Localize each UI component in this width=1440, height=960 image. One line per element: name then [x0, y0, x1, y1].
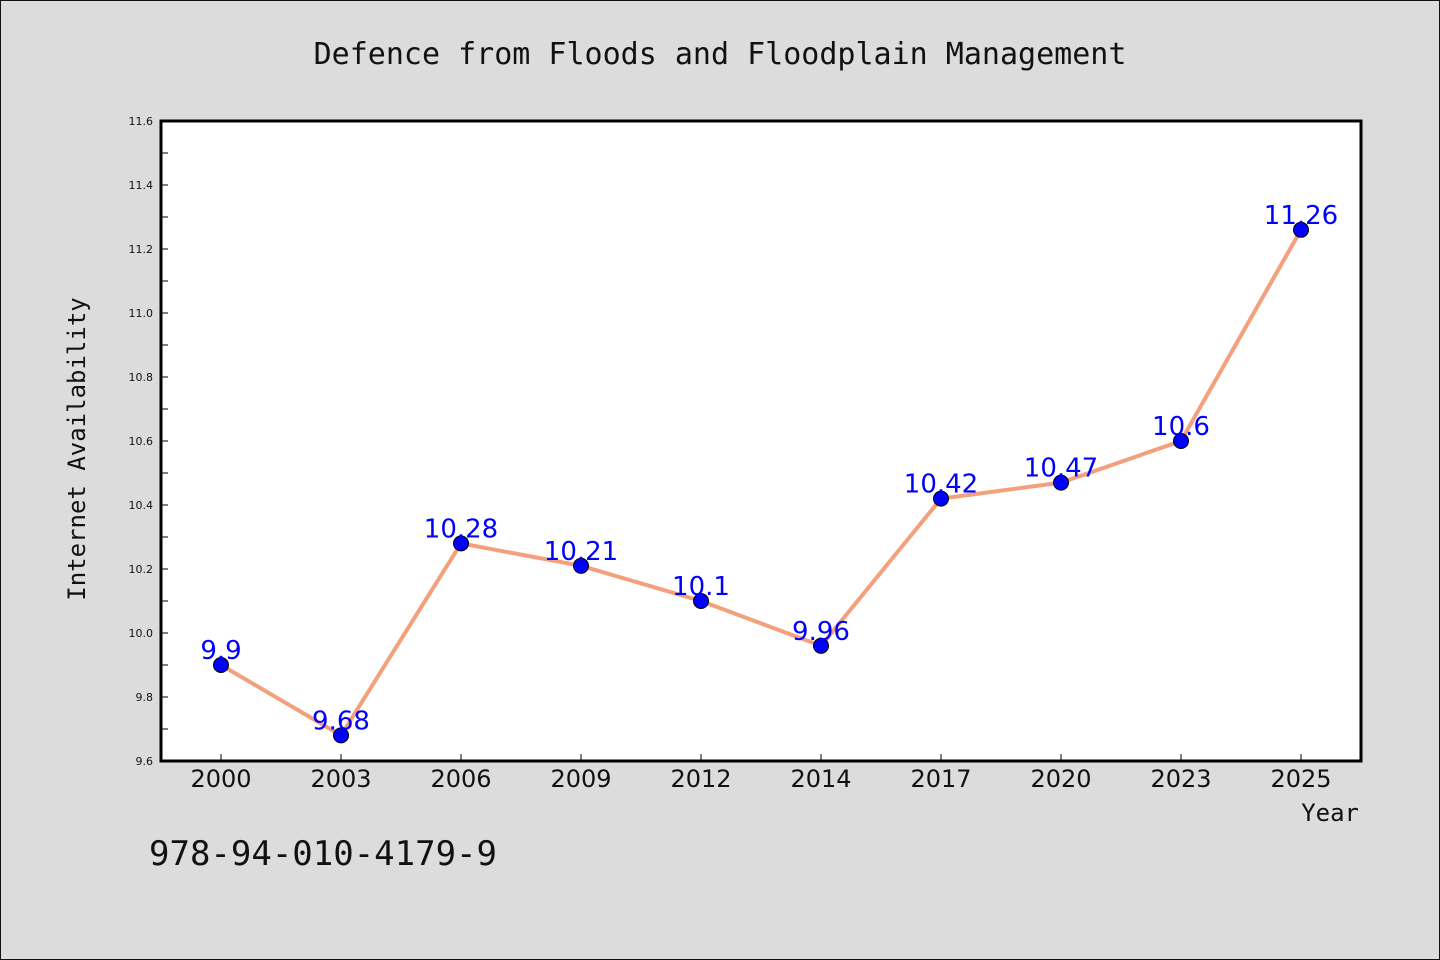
x-tick-label: 2003 [310, 765, 371, 793]
data-labels-group: 9.9 9.68 10.28 10.21 10.1 9.96 10.42 10.47 10.6 1… [200, 201, 1338, 737]
data-point [1173, 433, 1189, 449]
data-label: 10.1 [672, 572, 730, 602]
x-tick-label: 2017 [910, 765, 971, 793]
isbn-annotation: 978-94-010-4179-9 [149, 834, 497, 874]
data-point [453, 535, 469, 552]
data-point [693, 593, 709, 609]
y-tick-label: 9.8 [136, 691, 154, 704]
y-tick-label: 11.6 [129, 115, 154, 128]
y-tick-label: 11.0 [129, 307, 154, 320]
data-label: 10.42 [904, 470, 978, 500]
y-tick-label: 10.8 [129, 371, 154, 384]
data-label: 10.21 [544, 537, 618, 567]
data-point [933, 490, 949, 507]
x-axis-ticks: 2000 2003 2006 2009 2012 2014 2017 2020 2023 2025 [190, 754, 1332, 793]
data-label: 10.47 [1024, 454, 1098, 484]
y-axis-ticks: 9.6 9.8 10.0 10.2 10.4 10.6 10.8 11.0 11.2 11.4 11… [129, 115, 168, 768]
data-point [813, 637, 829, 654]
series-group [213, 221, 1309, 744]
data-label: 11.26 [1264, 201, 1338, 231]
y-tick-label: 10.6 [129, 435, 154, 448]
data-label: 9.9 [200, 636, 241, 666]
y-tick-label: 10.2 [129, 563, 154, 576]
series-line [219, 228, 1303, 738]
x-tick-label: 2006 [430, 765, 491, 793]
y-tick-label: 10.0 [129, 627, 154, 640]
x-tick-label: 2000 [190, 765, 251, 793]
x-tick-label: 2020 [1030, 765, 1091, 793]
data-label: 10.6 [1152, 412, 1210, 442]
x-tick-label: 2025 [1270, 765, 1331, 793]
y-tick-label: 11.4 [129, 179, 154, 192]
y-tick-label: 9.6 [136, 755, 154, 768]
plot-area [159, 119, 1363, 763]
data-label: 10.28 [424, 514, 498, 544]
chart-title: Defence from Floods and Floodplain Manag… [314, 37, 1127, 72]
y-tick-label: 11.2 [129, 243, 154, 256]
y-axis-label: Internet Availability [63, 297, 91, 600]
data-point [573, 557, 589, 574]
x-tick-label: 2014 [790, 765, 851, 793]
data-point [1053, 474, 1069, 491]
x-tick-label: 2023 [1150, 765, 1211, 793]
x-axis-label: Year [1301, 799, 1359, 827]
data-point [213, 657, 229, 673]
data-point [1293, 221, 1309, 238]
data-label: 9.68 [312, 706, 370, 736]
data-label: 9.96 [792, 617, 850, 647]
y-tick-label: 10.4 [129, 499, 154, 512]
x-tick-label: 2012 [670, 765, 731, 793]
data-point [333, 727, 349, 744]
x-tick-label: 2009 [550, 765, 611, 793]
